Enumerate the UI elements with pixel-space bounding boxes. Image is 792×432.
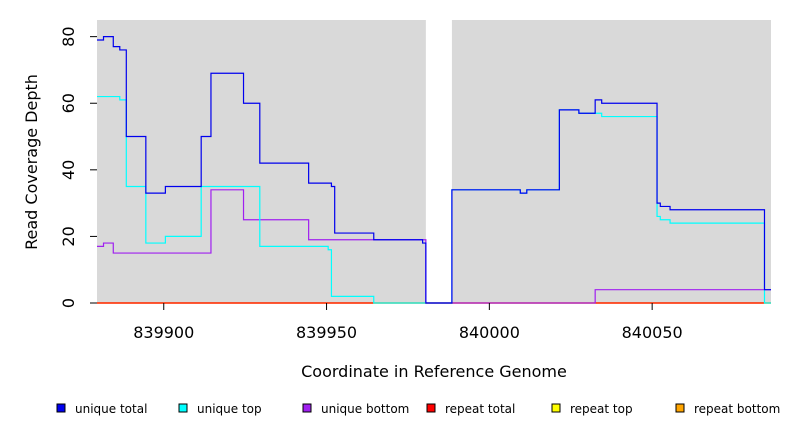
- legend-swatch-repeat-bottom: [675, 403, 685, 413]
- x-tick-label: 839900: [133, 323, 194, 342]
- x-tick-label: 839950: [296, 323, 357, 342]
- legend-swatch-unique-top: [178, 403, 188, 413]
- legend: unique total unique top unique bottom repea…: [56, 402, 780, 416]
- series-line-unique-bottom: [97, 189, 771, 304]
- legend-label-repeat-bottom: repeat bottom: [694, 402, 780, 416]
- y-tick-label: 40: [59, 160, 78, 180]
- y-tick-label: 0: [59, 298, 78, 308]
- y-axis: 0 20 40 60 80: [59, 26, 97, 308]
- x-axis: 839900 839950 840000 840050: [133, 303, 683, 342]
- y-tick-label: 20: [59, 226, 78, 246]
- legend-label-unique-top: unique top: [197, 402, 262, 416]
- y-tick-label: 80: [59, 26, 78, 46]
- plot-background-panel: [451, 20, 771, 303]
- y-axis-title: Read Coverage Depth: [22, 74, 41, 250]
- x-axis-title: Coordinate in Reference Genome: [301, 362, 567, 381]
- legend-label-unique-bottom: unique bottom: [321, 402, 409, 416]
- x-tick-label: 840000: [459, 323, 520, 342]
- series-layer: [97, 36, 771, 304]
- legend-swatch-repeat-top: [551, 403, 561, 413]
- legend-swatch-repeat-total: [426, 403, 436, 413]
- plot-background-panel: [97, 20, 426, 303]
- plot-background-group: [97, 20, 771, 303]
- y-tick-label: 60: [59, 93, 78, 113]
- legend-swatch-unique-total: [56, 403, 66, 413]
- legend-label-repeat-total: repeat total: [445, 402, 515, 416]
- legend-swatch-unique-bottom: [302, 403, 312, 413]
- series-line-unique-total: [97, 36, 771, 304]
- x-tick-label: 840050: [622, 323, 683, 342]
- legend-label-repeat-top: repeat top: [570, 402, 633, 416]
- legend-label-unique-total: unique total: [75, 402, 147, 416]
